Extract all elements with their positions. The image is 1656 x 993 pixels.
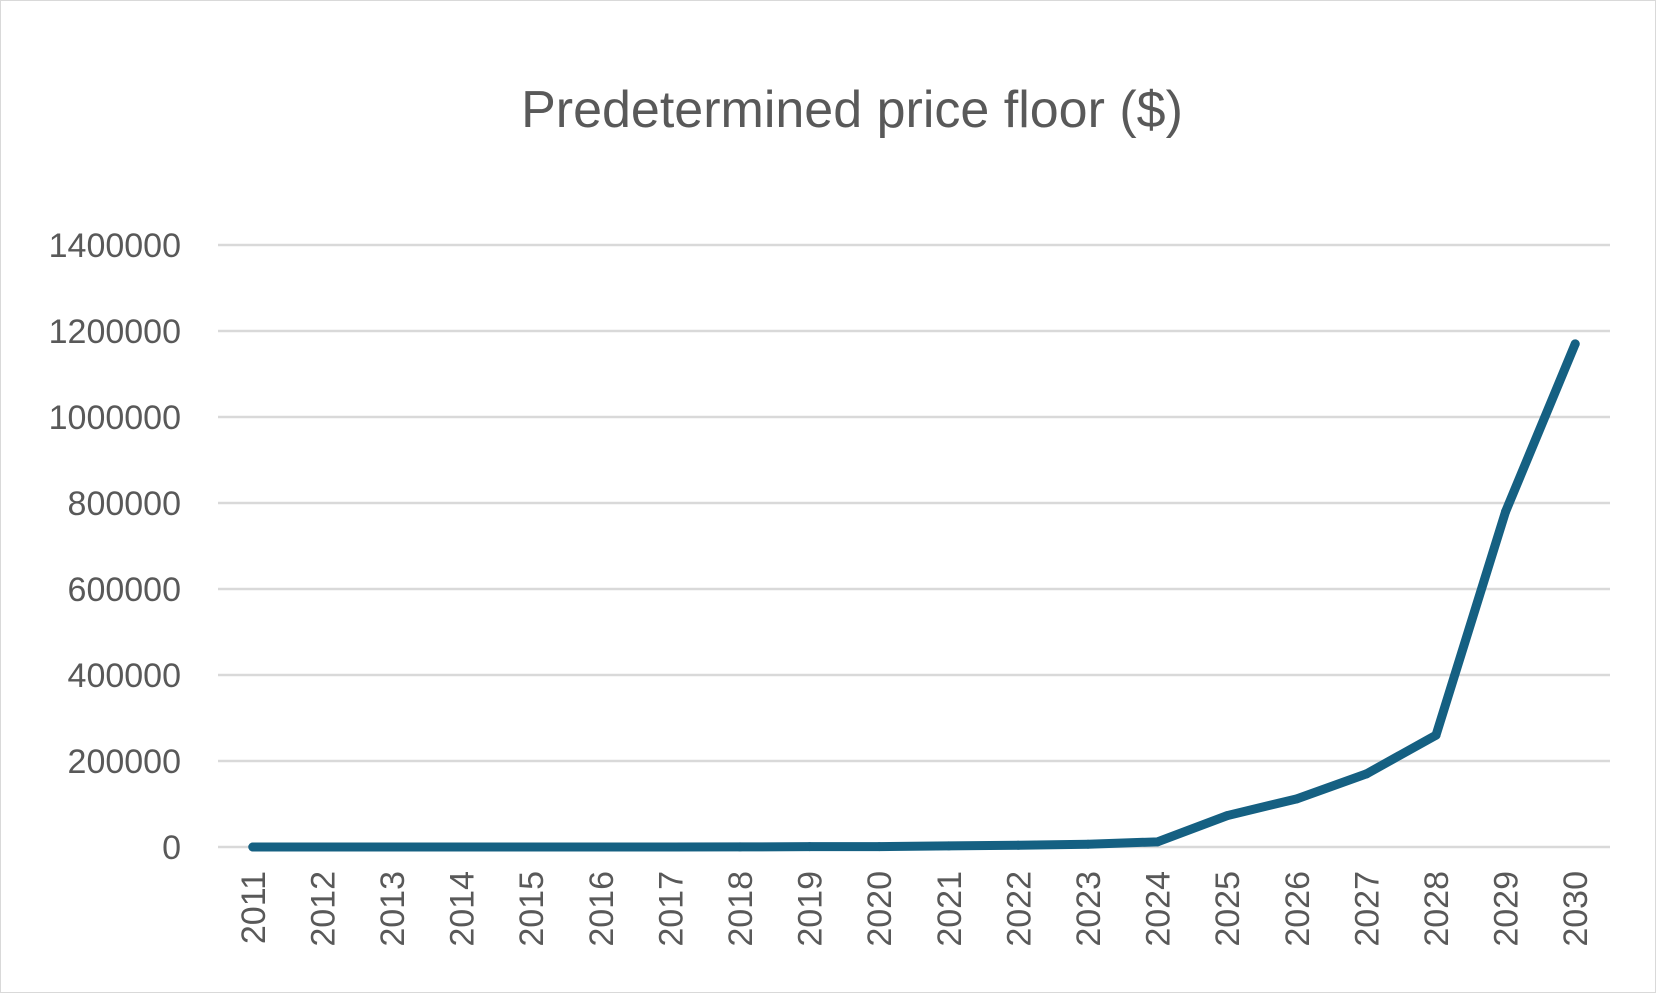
data-point	[1083, 839, 1093, 849]
x-tick-label: 2018	[722, 871, 760, 947]
x-tick-label: 2030	[1557, 871, 1595, 947]
x-tick-label: 2017	[652, 871, 690, 947]
x-tick-label: 2022	[1000, 871, 1038, 947]
data-point	[1222, 811, 1232, 821]
data-point	[526, 842, 536, 852]
x-tick-label: 2028	[1418, 871, 1456, 947]
x-tick-label: 2027	[1348, 871, 1386, 947]
series-layer	[248, 339, 1580, 852]
data-point	[944, 841, 954, 851]
data-point	[735, 842, 745, 852]
data-point	[1501, 507, 1511, 517]
y-tick-label: 1000000	[49, 399, 181, 437]
y-tick-label: 400000	[68, 657, 181, 695]
data-point	[1361, 769, 1371, 779]
y-tick-label: 0	[162, 829, 181, 867]
x-tick-label: 2021	[931, 871, 969, 947]
y-tick-label: 600000	[68, 571, 181, 609]
x-tick-label: 2025	[1209, 871, 1247, 947]
data-point	[317, 842, 327, 852]
data-point	[1431, 730, 1441, 740]
x-tick-label: 2024	[1140, 871, 1178, 947]
x-tick-label: 2013	[374, 871, 412, 947]
x-tick-label: 2011	[235, 871, 273, 944]
data-point	[1153, 837, 1163, 847]
y-tick-label: 200000	[68, 743, 181, 781]
y-tick-label: 1400000	[49, 227, 181, 265]
data-point	[596, 842, 606, 852]
x-tick-label: 2014	[444, 871, 482, 947]
x-tick-label: 2023	[1070, 871, 1108, 947]
x-tick-label: 2015	[513, 871, 551, 947]
x-tick-label: 2020	[861, 871, 899, 947]
data-point	[1013, 840, 1023, 850]
x-tick-label: 2026	[1279, 871, 1317, 947]
y-tick-label: 1200000	[49, 313, 181, 351]
data-point	[665, 842, 675, 852]
data-point	[874, 842, 884, 852]
chart-title: Predetermined price floor ($)	[521, 81, 1183, 139]
data-point	[1570, 339, 1580, 349]
data-point	[805, 842, 815, 852]
y-axis-tick-labels: 0 200000 400000 600000 800000 1000000 1200000 1…	[49, 227, 181, 867]
data-point	[457, 842, 467, 852]
x-tick-label: 2012	[304, 871, 342, 947]
x-tick-label: 2016	[583, 871, 621, 947]
x-axis-tick-labels: 2011 2012 2013 2014 2015 2016 2017 2018 2019 2020…	[235, 871, 1595, 947]
data-point	[248, 842, 258, 852]
x-tick-label: 2029	[1488, 871, 1526, 947]
x-tick-label: 2019	[792, 871, 830, 947]
data-point	[1292, 794, 1302, 804]
data-point	[387, 842, 397, 852]
series-line	[248, 339, 1580, 852]
y-tick-label: 800000	[68, 485, 181, 523]
